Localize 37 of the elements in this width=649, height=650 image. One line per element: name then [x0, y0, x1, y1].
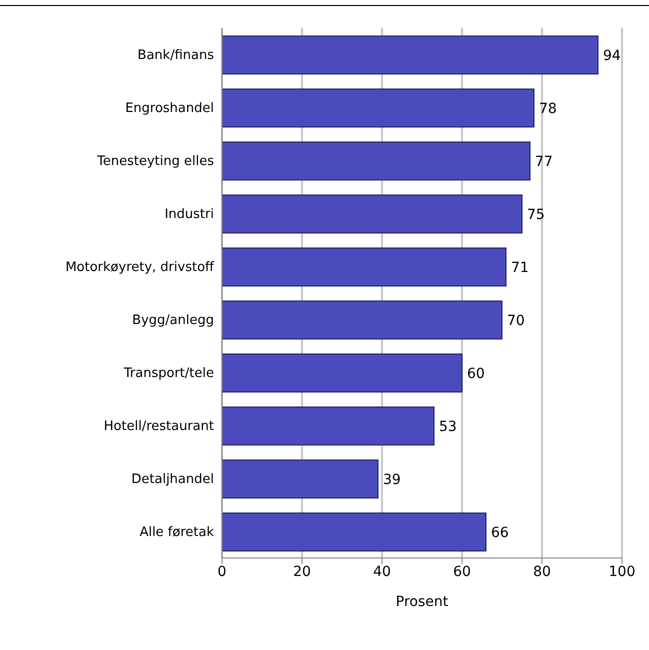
bar [222, 88, 534, 128]
y-tick-label: Industri [164, 207, 214, 222]
y-tick-label: Hotell/restaurant [104, 419, 214, 434]
bar [222, 142, 530, 180]
bar [222, 248, 506, 286]
y-tick-label: Transport/tele [122, 366, 214, 382]
y-tick-label: Detaljhandel [131, 472, 214, 488]
x-tick-label: 100 [608, 564, 636, 580]
data-label: 94 [603, 48, 621, 64]
x-tick-label: 40 [373, 564, 391, 580]
x-tick-label: 60 [453, 564, 471, 580]
data-label: 77 [535, 154, 553, 170]
y-tick-label: Engroshandel [125, 101, 214, 116]
x-axis-title: Prosent [396, 594, 449, 610]
data-label: 60 [467, 366, 485, 382]
bar [222, 406, 434, 446]
bar [222, 460, 378, 498]
data-label: 70 [507, 312, 525, 329]
bar [222, 354, 462, 392]
x-tick-label: 80 [533, 564, 551, 580]
y-tick-label: Bank/finans [138, 48, 214, 64]
x-tick-label: 20 [293, 564, 311, 580]
data-label: 71 [511, 260, 529, 276]
data-label: 39 [383, 472, 401, 488]
y-tick-label: Alle føretak [140, 525, 214, 540]
bar [222, 36, 598, 74]
bar [222, 300, 502, 340]
data-label: 66 [491, 524, 509, 541]
bar [222, 512, 486, 552]
data-label: 75 [527, 206, 545, 223]
bar [222, 194, 522, 234]
data-label: 53 [439, 418, 457, 435]
x-tick-label: 0 [218, 564, 226, 580]
y-tick-label: Tenesteyting elles [96, 154, 214, 170]
data-label: 78 [539, 100, 557, 117]
y-tick-label: Bygg/anlegg [132, 313, 214, 328]
y-tick-label: Motorkøyrety, drivstoff [65, 260, 216, 276]
